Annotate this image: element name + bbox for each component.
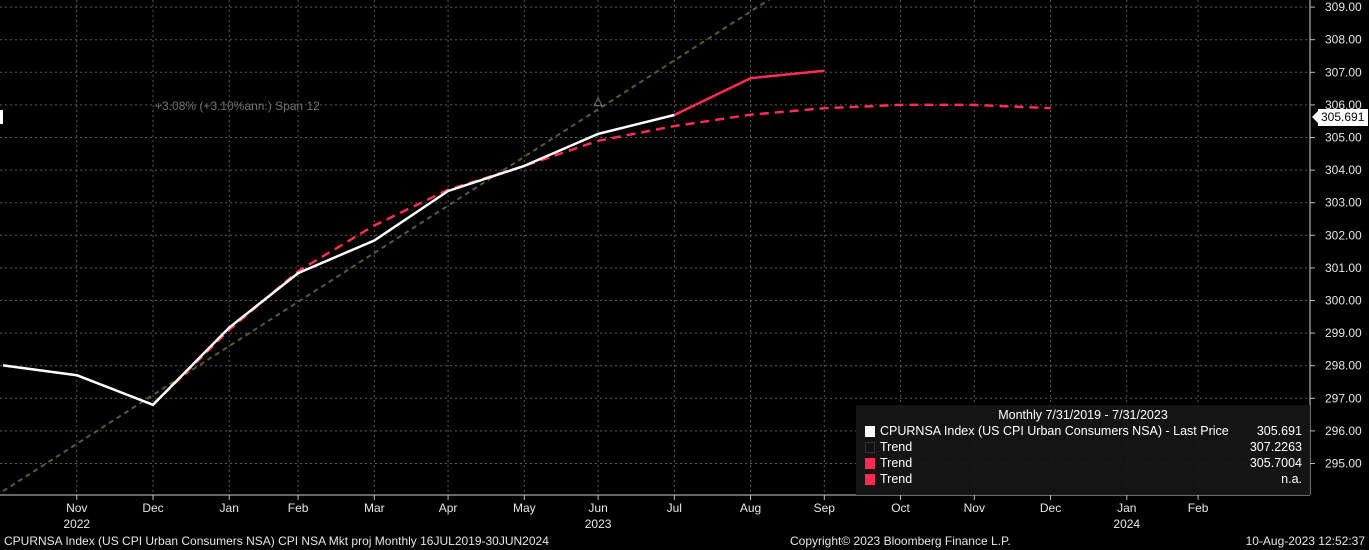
y-tick-label: 306.00	[1325, 98, 1362, 112]
y-tick-label: 307.00	[1325, 65, 1362, 79]
x-tick-label-month: Jan	[1117, 501, 1136, 515]
x-tick-label-month: Jan	[220, 501, 239, 515]
x-tick-label-month: Oct	[891, 501, 910, 515]
annotation-marker	[593, 96, 603, 107]
series-line-0	[2, 113, 675, 407]
legend-value: n.a.	[1281, 472, 1302, 486]
trend-annotation: +3.08% (+3.10%ann.) Span 12	[155, 99, 320, 113]
legend-item-trend-2: Trend 305.7004	[856, 456, 1310, 472]
y-tick-label: 299.00	[1325, 326, 1362, 340]
x-tick-label-month: Jun	[588, 501, 607, 515]
y-tick-label: 298.00	[1325, 359, 1362, 373]
y-tick-label: 296.00	[1325, 424, 1362, 438]
x-tick-label-month: Mar	[364, 501, 385, 515]
y-tick-label: 297.00	[1325, 391, 1362, 405]
y-tick-label: 301.00	[1325, 261, 1362, 275]
series-line-3	[152, 103, 1051, 406]
legend-label: Trend	[880, 472, 913, 486]
legend-label: Trend	[880, 440, 913, 454]
series-line-1	[2, 0, 771, 493]
chart-area: 295.00 296.00 297.00 298.00 299.00 300.00 301.…	[0, 0, 1362, 531]
y-tick-label: 304.00	[1325, 163, 1362, 177]
legend-swatch-dark	[865, 442, 875, 453]
y-tick-label: 305.00	[1325, 131, 1362, 145]
x-tick-label-month: Dec	[142, 501, 163, 515]
legend-label: CPURNSA Index (US CPI Urban Consumers NS…	[880, 424, 1229, 438]
chart-footer: CPURNSA Index (US CPI Urban Consumers NS…	[0, 532, 1369, 550]
x-tick-label-month: May	[513, 501, 536, 515]
x-tick-label-month: Dec	[1040, 501, 1061, 515]
x-tick-label-month: Feb	[1188, 501, 1209, 515]
y-tick-label: 308.00	[1325, 33, 1362, 47]
legend-value: 307.2263	[1249, 440, 1302, 454]
x-tick-label-month: Aug	[740, 501, 761, 515]
x-tick-label-month: Nov	[66, 501, 87, 515]
y-tick-label: 309.00	[1325, 0, 1362, 14]
last-price-tag: 305.691	[1312, 109, 1368, 126]
x-tick-label-month: Nov	[964, 501, 985, 515]
legend-item-trend-3: Trend n.a.	[856, 472, 1310, 488]
series-line-2	[673, 69, 825, 117]
legend-item-last-price: CPURNSA Index (US CPI Urban Consumers NS…	[856, 424, 1310, 440]
chart-legend: Monthly 7/31/2019 - 7/31/2023 CPURNSA In…	[856, 405, 1310, 495]
footer-timestamp: 10-Aug-2023 12:52:37	[1245, 534, 1365, 548]
y-tick-label: 300.00	[1325, 294, 1362, 308]
y-tick-label: 295.00	[1325, 457, 1362, 471]
legend-value: 305.691	[1256, 424, 1302, 438]
y-tick-label: 302.00	[1325, 228, 1362, 242]
footer-copyright: Copyright© 2023 Bloomberg Finance L.P.	[790, 534, 1011, 548]
x-tick-label-year: 2023	[585, 517, 612, 531]
x-tick-label-month: Feb	[288, 501, 309, 515]
x-tick-label-month: Apr	[439, 501, 458, 515]
legend-item-trend-1: Trend 307.2263	[856, 440, 1310, 456]
legend-swatch-white	[865, 426, 875, 437]
x-tick-label-year: 2022	[63, 517, 90, 531]
left-price-marker	[0, 110, 3, 124]
legend-value: 305.7004	[1249, 456, 1302, 470]
legend-swatch-red	[865, 458, 875, 469]
y-tick-label: 303.00	[1325, 196, 1362, 210]
legend-swatch-red	[865, 474, 875, 485]
legend-label: Trend	[880, 456, 913, 470]
legend-header: Monthly 7/31/2019 - 7/31/2023	[998, 408, 1168, 422]
x-tick-label-year: 2024	[1113, 517, 1140, 531]
x-tick-label-month: Sep	[814, 501, 836, 515]
x-tick-label-month: Jul	[667, 501, 682, 515]
footer-security-info: CPURNSA Index (US CPI Urban Consumers NS…	[4, 534, 549, 548]
